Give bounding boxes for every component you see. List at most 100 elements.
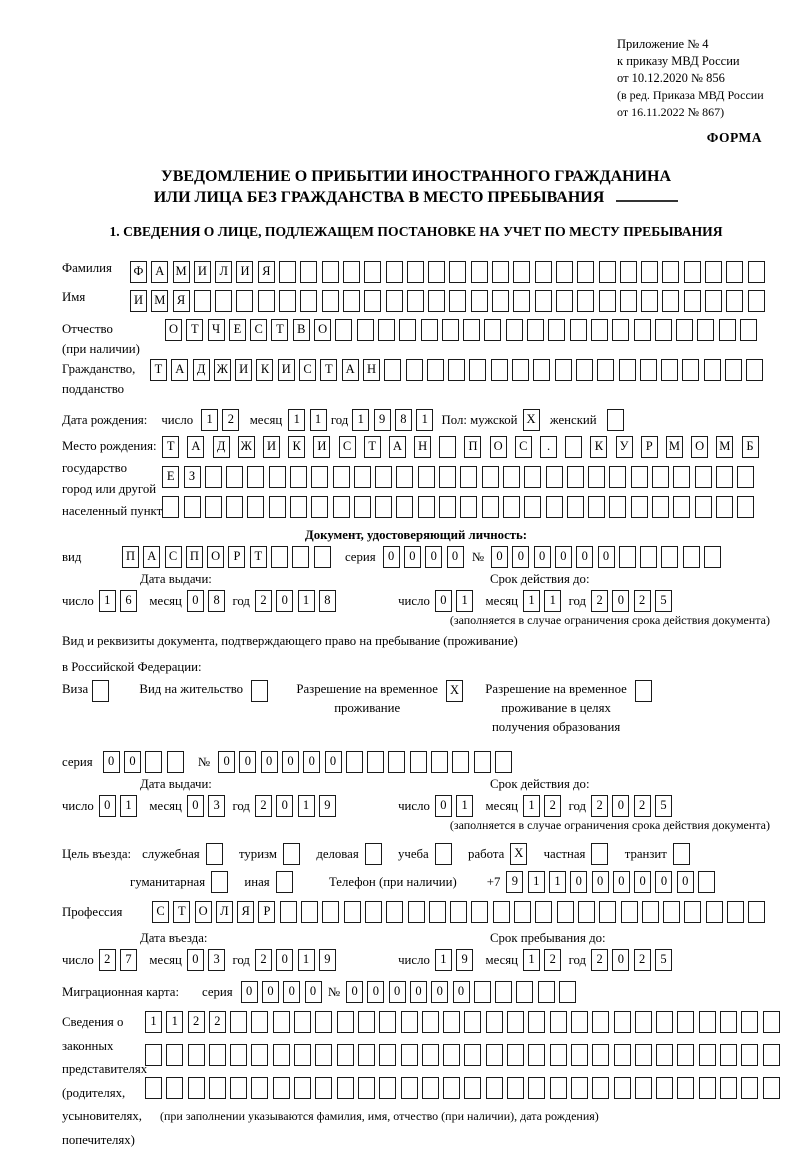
char-cell[interactable]: 0 bbox=[276, 795, 294, 817]
char-cell[interactable]: 2 bbox=[254, 795, 272, 817]
char-cell[interactable] bbox=[656, 1044, 674, 1066]
char-cell[interactable]: 0 bbox=[612, 871, 630, 893]
char-cell[interactable] bbox=[528, 1044, 546, 1066]
char-cell[interactable] bbox=[464, 1077, 482, 1099]
char-cell[interactable]: 1 bbox=[98, 590, 116, 612]
char-cell[interactable] bbox=[554, 359, 572, 381]
char-cell[interactable] bbox=[272, 1077, 290, 1099]
char-cell[interactable] bbox=[272, 1011, 290, 1033]
char-cell[interactable]: 0 bbox=[240, 981, 258, 1003]
char-cell[interactable] bbox=[428, 261, 446, 283]
char-cell[interactable]: Т bbox=[363, 436, 381, 458]
char-cell[interactable] bbox=[490, 359, 508, 381]
char-cell[interactable]: Р bbox=[228, 546, 246, 568]
char-cell[interactable] bbox=[549, 1077, 567, 1099]
char-cell[interactable] bbox=[357, 1044, 375, 1066]
char-cell[interactable]: 0 bbox=[403, 546, 421, 568]
char-cell[interactable] bbox=[727, 901, 745, 923]
char-cell[interactable]: . bbox=[540, 436, 558, 458]
char-cell[interactable] bbox=[507, 1077, 525, 1099]
char-cell[interactable] bbox=[747, 261, 765, 283]
char-cell[interactable] bbox=[215, 290, 233, 312]
char-cell[interactable] bbox=[145, 1044, 162, 1066]
char-cell[interactable]: Т bbox=[150, 359, 167, 381]
char-cell[interactable] bbox=[300, 261, 318, 283]
char-cell[interactable] bbox=[268, 496, 286, 518]
char-cell[interactable]: 0 bbox=[260, 751, 278, 773]
char-cell[interactable] bbox=[300, 290, 318, 312]
char-cell[interactable] bbox=[400, 1011, 418, 1033]
char-cell[interactable]: 1 bbox=[456, 795, 474, 817]
char-cell[interactable]: Р bbox=[640, 436, 658, 458]
char-cell[interactable]: Т bbox=[320, 359, 338, 381]
char-cell[interactable] bbox=[534, 261, 552, 283]
char-cell[interactable] bbox=[682, 546, 700, 568]
char-cell[interactable] bbox=[672, 843, 690, 865]
char-cell[interactable] bbox=[513, 261, 531, 283]
char-cell[interactable]: А bbox=[388, 436, 406, 458]
char-cell[interactable]: 0 bbox=[283, 981, 301, 1003]
char-cell[interactable] bbox=[230, 1011, 248, 1033]
char-cell[interactable] bbox=[92, 680, 110, 702]
char-cell[interactable] bbox=[449, 261, 467, 283]
char-cell[interactable] bbox=[746, 359, 764, 381]
char-cell[interactable]: Ж bbox=[237, 436, 255, 458]
char-cell[interactable]: С bbox=[152, 901, 169, 923]
char-cell[interactable] bbox=[694, 496, 712, 518]
char-cell[interactable] bbox=[400, 1077, 418, 1099]
char-cell[interactable]: Ф bbox=[130, 261, 147, 283]
char-cell[interactable]: 1 bbox=[297, 949, 315, 971]
char-cell[interactable]: 0 bbox=[554, 546, 572, 568]
char-cell[interactable]: 5 bbox=[654, 795, 672, 817]
char-cell[interactable]: 2 bbox=[544, 795, 562, 817]
char-cell[interactable] bbox=[313, 546, 331, 568]
char-cell[interactable] bbox=[379, 1044, 397, 1066]
char-cell[interactable]: 0 bbox=[367, 981, 385, 1003]
char-cell[interactable]: 1 bbox=[544, 590, 562, 612]
char-cell[interactable] bbox=[592, 1044, 610, 1066]
char-cell[interactable]: 0 bbox=[576, 546, 594, 568]
char-cell[interactable] bbox=[726, 261, 744, 283]
char-cell[interactable]: Л bbox=[215, 901, 233, 923]
char-cell[interactable] bbox=[211, 871, 229, 893]
char-cell[interactable] bbox=[549, 1044, 567, 1066]
char-cell[interactable] bbox=[494, 751, 512, 773]
char-cell[interactable] bbox=[353, 466, 371, 488]
char-cell[interactable]: В bbox=[292, 319, 310, 341]
char-cell[interactable] bbox=[481, 466, 499, 488]
char-cell[interactable] bbox=[606, 409, 624, 431]
char-cell[interactable] bbox=[272, 1044, 290, 1066]
char-cell[interactable]: 0 bbox=[431, 981, 449, 1003]
char-cell[interactable]: 0 bbox=[186, 590, 204, 612]
char-cell[interactable]: 0 bbox=[655, 871, 673, 893]
char-cell[interactable] bbox=[705, 901, 723, 923]
char-cell[interactable] bbox=[342, 290, 360, 312]
char-cell[interactable] bbox=[639, 359, 657, 381]
char-cell[interactable] bbox=[473, 751, 491, 773]
char-cell[interactable] bbox=[279, 901, 297, 923]
char-cell[interactable] bbox=[747, 290, 765, 312]
char-cell[interactable]: 9 bbox=[456, 949, 474, 971]
char-cell[interactable] bbox=[379, 1011, 397, 1033]
char-cell[interactable] bbox=[720, 1044, 738, 1066]
char-cell[interactable] bbox=[598, 261, 616, 283]
char-cell[interactable] bbox=[443, 1044, 461, 1066]
char-cell[interactable]: 2 bbox=[98, 949, 116, 971]
char-cell[interactable]: И bbox=[262, 436, 280, 458]
char-cell[interactable] bbox=[230, 1044, 248, 1066]
char-cell[interactable] bbox=[292, 546, 310, 568]
char-cell[interactable]: 1 bbox=[297, 795, 315, 817]
char-cell[interactable] bbox=[271, 546, 289, 568]
char-cell[interactable] bbox=[598, 290, 616, 312]
char-cell[interactable] bbox=[464, 1044, 482, 1066]
char-cell[interactable]: 1 bbox=[352, 409, 370, 431]
char-cell[interactable]: 0 bbox=[452, 981, 470, 1003]
char-cell[interactable]: Б bbox=[741, 436, 759, 458]
char-cell[interactable] bbox=[332, 496, 350, 518]
char-cell[interactable] bbox=[356, 319, 374, 341]
char-cell[interactable] bbox=[762, 1011, 780, 1033]
char-cell[interactable] bbox=[294, 1011, 312, 1033]
char-cell[interactable]: Т bbox=[249, 546, 267, 568]
char-cell[interactable] bbox=[588, 466, 606, 488]
char-cell[interactable] bbox=[208, 1044, 226, 1066]
